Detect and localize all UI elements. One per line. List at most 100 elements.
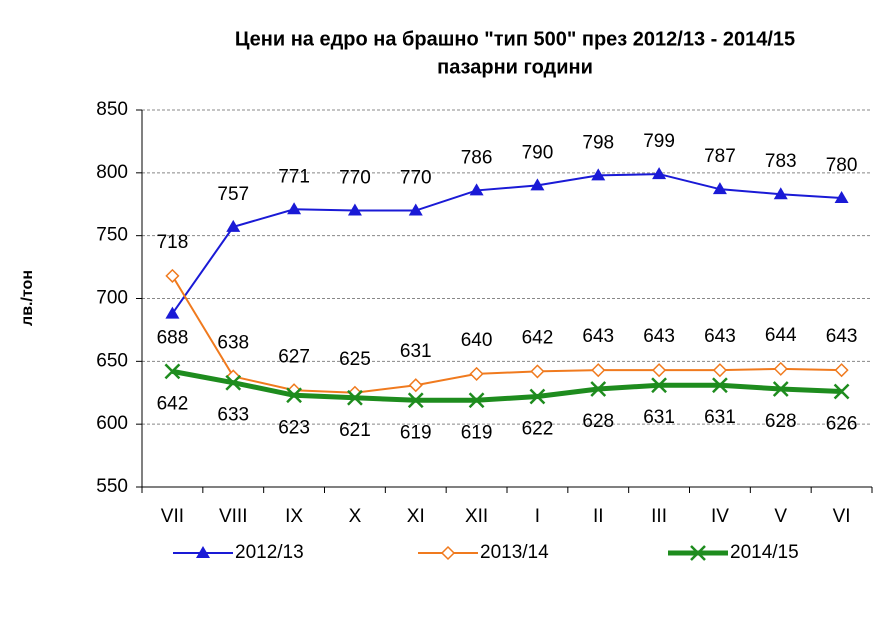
y-tick-label: 700 <box>96 288 128 309</box>
data-label: 688 <box>157 328 189 349</box>
x-tick-label: IX <box>285 506 303 527</box>
data-label: 790 <box>522 142 554 163</box>
marker <box>287 202 302 215</box>
marker <box>530 178 545 191</box>
marker <box>772 381 789 397</box>
x-tick-label: X <box>349 506 362 527</box>
marker <box>469 366 484 381</box>
y-tick-label: 650 <box>96 350 128 371</box>
x-tick-label: V <box>774 506 787 527</box>
marker <box>440 545 456 561</box>
marker <box>834 190 849 203</box>
data-label: 783 <box>765 151 797 172</box>
marker <box>226 219 241 232</box>
marker <box>690 545 706 561</box>
data-label: 619 <box>461 422 493 443</box>
data-label: 638 <box>217 332 249 353</box>
marker <box>591 363 606 378</box>
x-tick-label: VII <box>161 506 184 527</box>
marker <box>408 378 423 393</box>
data-label: 771 <box>278 166 310 187</box>
chart-title: пазарни години <box>437 56 593 78</box>
x-tick-label: XII <box>465 506 488 527</box>
data-label: 798 <box>582 132 614 153</box>
data-label: 642 <box>522 327 554 348</box>
data-label: 640 <box>461 330 493 351</box>
series-line <box>171 368 842 403</box>
marker <box>712 182 727 195</box>
marker <box>225 374 242 391</box>
data-label: 780 <box>826 155 858 176</box>
marker <box>196 546 210 558</box>
y-tick-label: 850 <box>96 99 128 120</box>
data-label: 625 <box>339 349 371 370</box>
data-label: 770 <box>400 168 432 189</box>
marker <box>469 183 484 196</box>
data-label: 786 <box>461 147 493 168</box>
data-label: 619 <box>400 422 432 443</box>
marker <box>165 268 180 283</box>
data-label: 628 <box>582 411 614 432</box>
y-tick-label: 550 <box>96 476 128 497</box>
marker <box>529 388 546 405</box>
marker <box>773 361 788 376</box>
x-tick-label: I <box>535 506 540 527</box>
marker <box>408 203 423 216</box>
data-label: 633 <box>217 405 249 426</box>
marker <box>407 392 424 409</box>
marker <box>834 363 849 378</box>
marker <box>652 167 667 180</box>
y-tick-label: 800 <box>96 162 128 183</box>
data-label: 787 <box>704 146 736 167</box>
marker <box>773 187 788 200</box>
x-tick-label: VIII <box>219 506 248 527</box>
marker <box>590 381 607 397</box>
data-label: 627 <box>278 346 310 367</box>
marker <box>530 364 545 379</box>
x-tick-label: VI <box>833 506 851 527</box>
marker <box>164 363 181 380</box>
data-label: 718 <box>157 232 189 253</box>
data-label: 643 <box>826 326 858 347</box>
marker <box>712 377 728 394</box>
marker <box>468 392 485 409</box>
chart-title: Цени на едро на брашно "тип 500" през 20… <box>235 28 795 50</box>
y-axis-label: лв./тон <box>19 270 36 326</box>
x-tick-label: IV <box>711 506 729 527</box>
data-label: 643 <box>643 326 675 347</box>
data-label: 757 <box>217 184 249 205</box>
data-label: 644 <box>765 325 797 346</box>
data-label: 622 <box>522 419 554 440</box>
legend-label: 2012/13 <box>235 542 304 563</box>
legend-label: 2013/14 <box>480 542 549 563</box>
x-tick-label: II <box>593 506 604 527</box>
data-label: 628 <box>765 411 797 432</box>
y-tick-label: 750 <box>96 225 128 246</box>
x-tick-label: XI <box>407 506 425 527</box>
marker <box>712 363 727 378</box>
data-label: 799 <box>643 131 675 152</box>
data-label: 631 <box>400 341 432 362</box>
data-label: 643 <box>704 326 736 347</box>
marker <box>347 389 363 406</box>
data-label: 631 <box>643 407 675 428</box>
legend-label: 2014/15 <box>730 542 799 563</box>
marker <box>286 387 302 404</box>
data-label: 642 <box>157 393 189 414</box>
marker <box>347 203 362 216</box>
data-label: 626 <box>826 414 858 435</box>
x-tick-label: III <box>651 506 667 527</box>
data-label: 643 <box>582 326 614 347</box>
marker <box>651 377 667 394</box>
marker <box>165 306 180 319</box>
y-tick-label: 600 <box>96 413 128 434</box>
data-label: 623 <box>278 417 310 438</box>
series-line <box>171 275 842 394</box>
marker <box>833 383 850 400</box>
data-label: 770 <box>339 168 371 189</box>
marker <box>591 168 606 181</box>
series-line <box>171 173 842 315</box>
data-label: 621 <box>339 420 371 441</box>
marker <box>652 363 667 378</box>
